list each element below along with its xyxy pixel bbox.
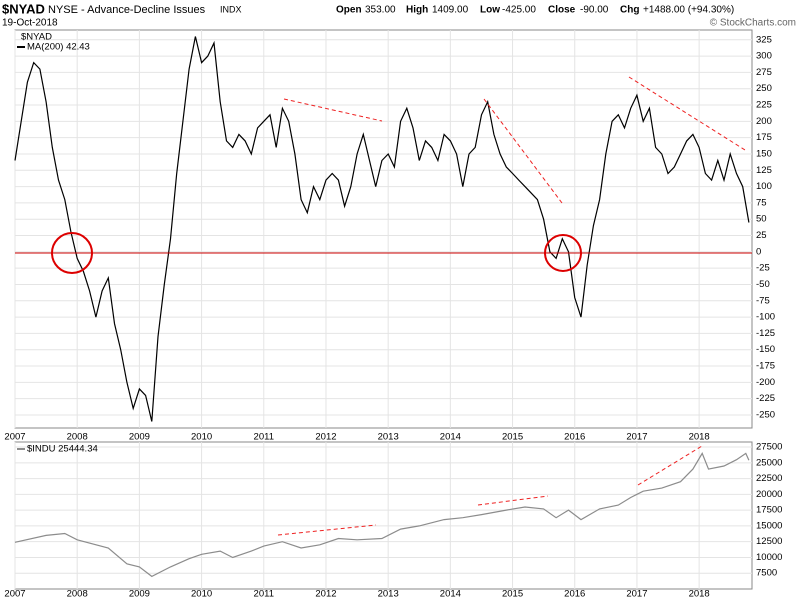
x-tick-label: 2017 <box>626 589 647 600</box>
trend-line <box>283 98 383 122</box>
x-tick-label: 2012 <box>315 432 336 443</box>
security-name: NYSE - Advance-Decline Issues <box>48 4 206 16</box>
panel: -250-225-200-175-150-125-100-75-50-25025… <box>4 29 775 443</box>
x-tick-label: 2010 <box>191 432 212 443</box>
x-tick-label: 2017 <box>626 432 647 443</box>
x-tick-label: 2007 <box>4 589 25 600</box>
y-tick-label: 300 <box>756 51 772 62</box>
high-value: 1409.00 <box>432 5 469 16</box>
high-label: High <box>406 5 428 16</box>
x-tick-label: 2009 <box>129 589 150 600</box>
y-tick-label: 125 <box>756 165 772 176</box>
y-tick-label: 50 <box>756 214 767 225</box>
y-tick-label: 75 <box>756 197 767 208</box>
legend-label: $INDU 25444.34 <box>27 444 98 455</box>
x-tick-label: 2013 <box>378 432 399 443</box>
trend-line <box>628 76 746 151</box>
y-tick-label: 10000 <box>756 552 782 563</box>
x-tick-label: 2015 <box>502 589 523 600</box>
x-tick-label: 2014 <box>440 432 461 443</box>
circle-annotation <box>51 232 93 274</box>
y-tick-label: 225 <box>756 100 772 111</box>
y-tick-label: -75 <box>756 295 770 306</box>
series-line <box>14 452 750 578</box>
x-tick-label: 2008 <box>67 432 88 443</box>
plot-area <box>14 441 753 590</box>
low-value: -425.00 <box>502 5 536 16</box>
legend-label: MA(200) 42.43 <box>27 42 90 53</box>
legend-title: $NYAD <box>21 32 52 43</box>
x-tick-label: 2013 <box>378 589 399 600</box>
trend-line <box>483 98 563 204</box>
chg-value: +1488.00 (+94.30%) <box>643 5 734 16</box>
y-tick-label: -250 <box>756 409 775 420</box>
panels: -250-225-200-175-150-125-100-75-50-25025… <box>4 29 782 600</box>
y-tick-label: 20000 <box>756 489 782 500</box>
y-tick-label: -175 <box>756 361 775 372</box>
plot-area <box>14 29 753 429</box>
symbol: $NYAD <box>2 1 45 16</box>
open-label: Open <box>336 5 362 16</box>
y-tick-label: -200 <box>756 377 775 388</box>
x-tick-label: 2008 <box>67 589 88 600</box>
x-tick-label: 2007 <box>4 432 25 443</box>
series-line <box>14 36 750 422</box>
low-label: Low <box>480 5 500 16</box>
y-tick-label: 25000 <box>756 457 782 468</box>
y-tick-label: 0 <box>756 246 761 257</box>
y-tick-label: 17500 <box>756 505 782 516</box>
y-tick-label: 150 <box>756 148 772 159</box>
y-tick-label: 275 <box>756 67 772 78</box>
close-label: Close <box>548 5 576 16</box>
x-tick-label: 2011 <box>254 432 274 443</box>
date: 19-Oct-2018 <box>2 18 58 29</box>
y-tick-label: -50 <box>756 279 770 290</box>
panel: 7500 10000 12500 15000 17500 20000 22500 25000 2… <box>4 441 782 600</box>
y-tick-label: -25 <box>756 263 770 274</box>
credit: © StockCharts.com <box>710 18 796 29</box>
chg-label: Chg <box>620 5 639 16</box>
circle-annotation <box>544 234 582 272</box>
x-tick-label: 2018 <box>689 589 710 600</box>
x-tick-label: 2016 <box>564 589 585 600</box>
x-tick-label: 2018 <box>689 432 710 443</box>
exchange: INDX <box>220 4 242 14</box>
y-tick-label: 7500 <box>756 568 777 579</box>
x-tick-label: 2016 <box>564 432 585 443</box>
annotations <box>15 76 752 536</box>
y-tick-label: 27500 <box>756 442 782 453</box>
trend-line <box>637 445 703 486</box>
y-tick-label: 175 <box>756 132 772 143</box>
trend-line <box>477 495 549 506</box>
x-tick-label: 2012 <box>315 589 336 600</box>
y-tick-label: 25 <box>756 230 767 241</box>
open-value: 353.00 <box>365 5 396 16</box>
x-tick-label: 2014 <box>440 589 461 600</box>
y-tick-label: -100 <box>756 312 775 323</box>
y-tick-label: 250 <box>756 83 772 94</box>
x-tick-label: 2009 <box>129 432 150 443</box>
x-tick-label: 2015 <box>502 432 523 443</box>
y-tick-label: 15000 <box>756 520 782 531</box>
y-tick-label: 200 <box>756 116 772 127</box>
y-tick-label: -225 <box>756 393 775 404</box>
x-tick-label: 2010 <box>191 589 212 600</box>
x-tick-label: 2011 <box>254 589 274 600</box>
trend-line <box>277 524 377 536</box>
close-value: -90.00 <box>580 5 609 16</box>
y-tick-label: 22500 <box>756 473 782 484</box>
y-tick-label: -150 <box>756 344 775 355</box>
y-tick-label: 100 <box>756 181 772 192</box>
y-tick-label: 325 <box>756 34 772 45</box>
y-tick-label: 12500 <box>756 536 782 547</box>
y-tick-label: -125 <box>756 328 775 339</box>
